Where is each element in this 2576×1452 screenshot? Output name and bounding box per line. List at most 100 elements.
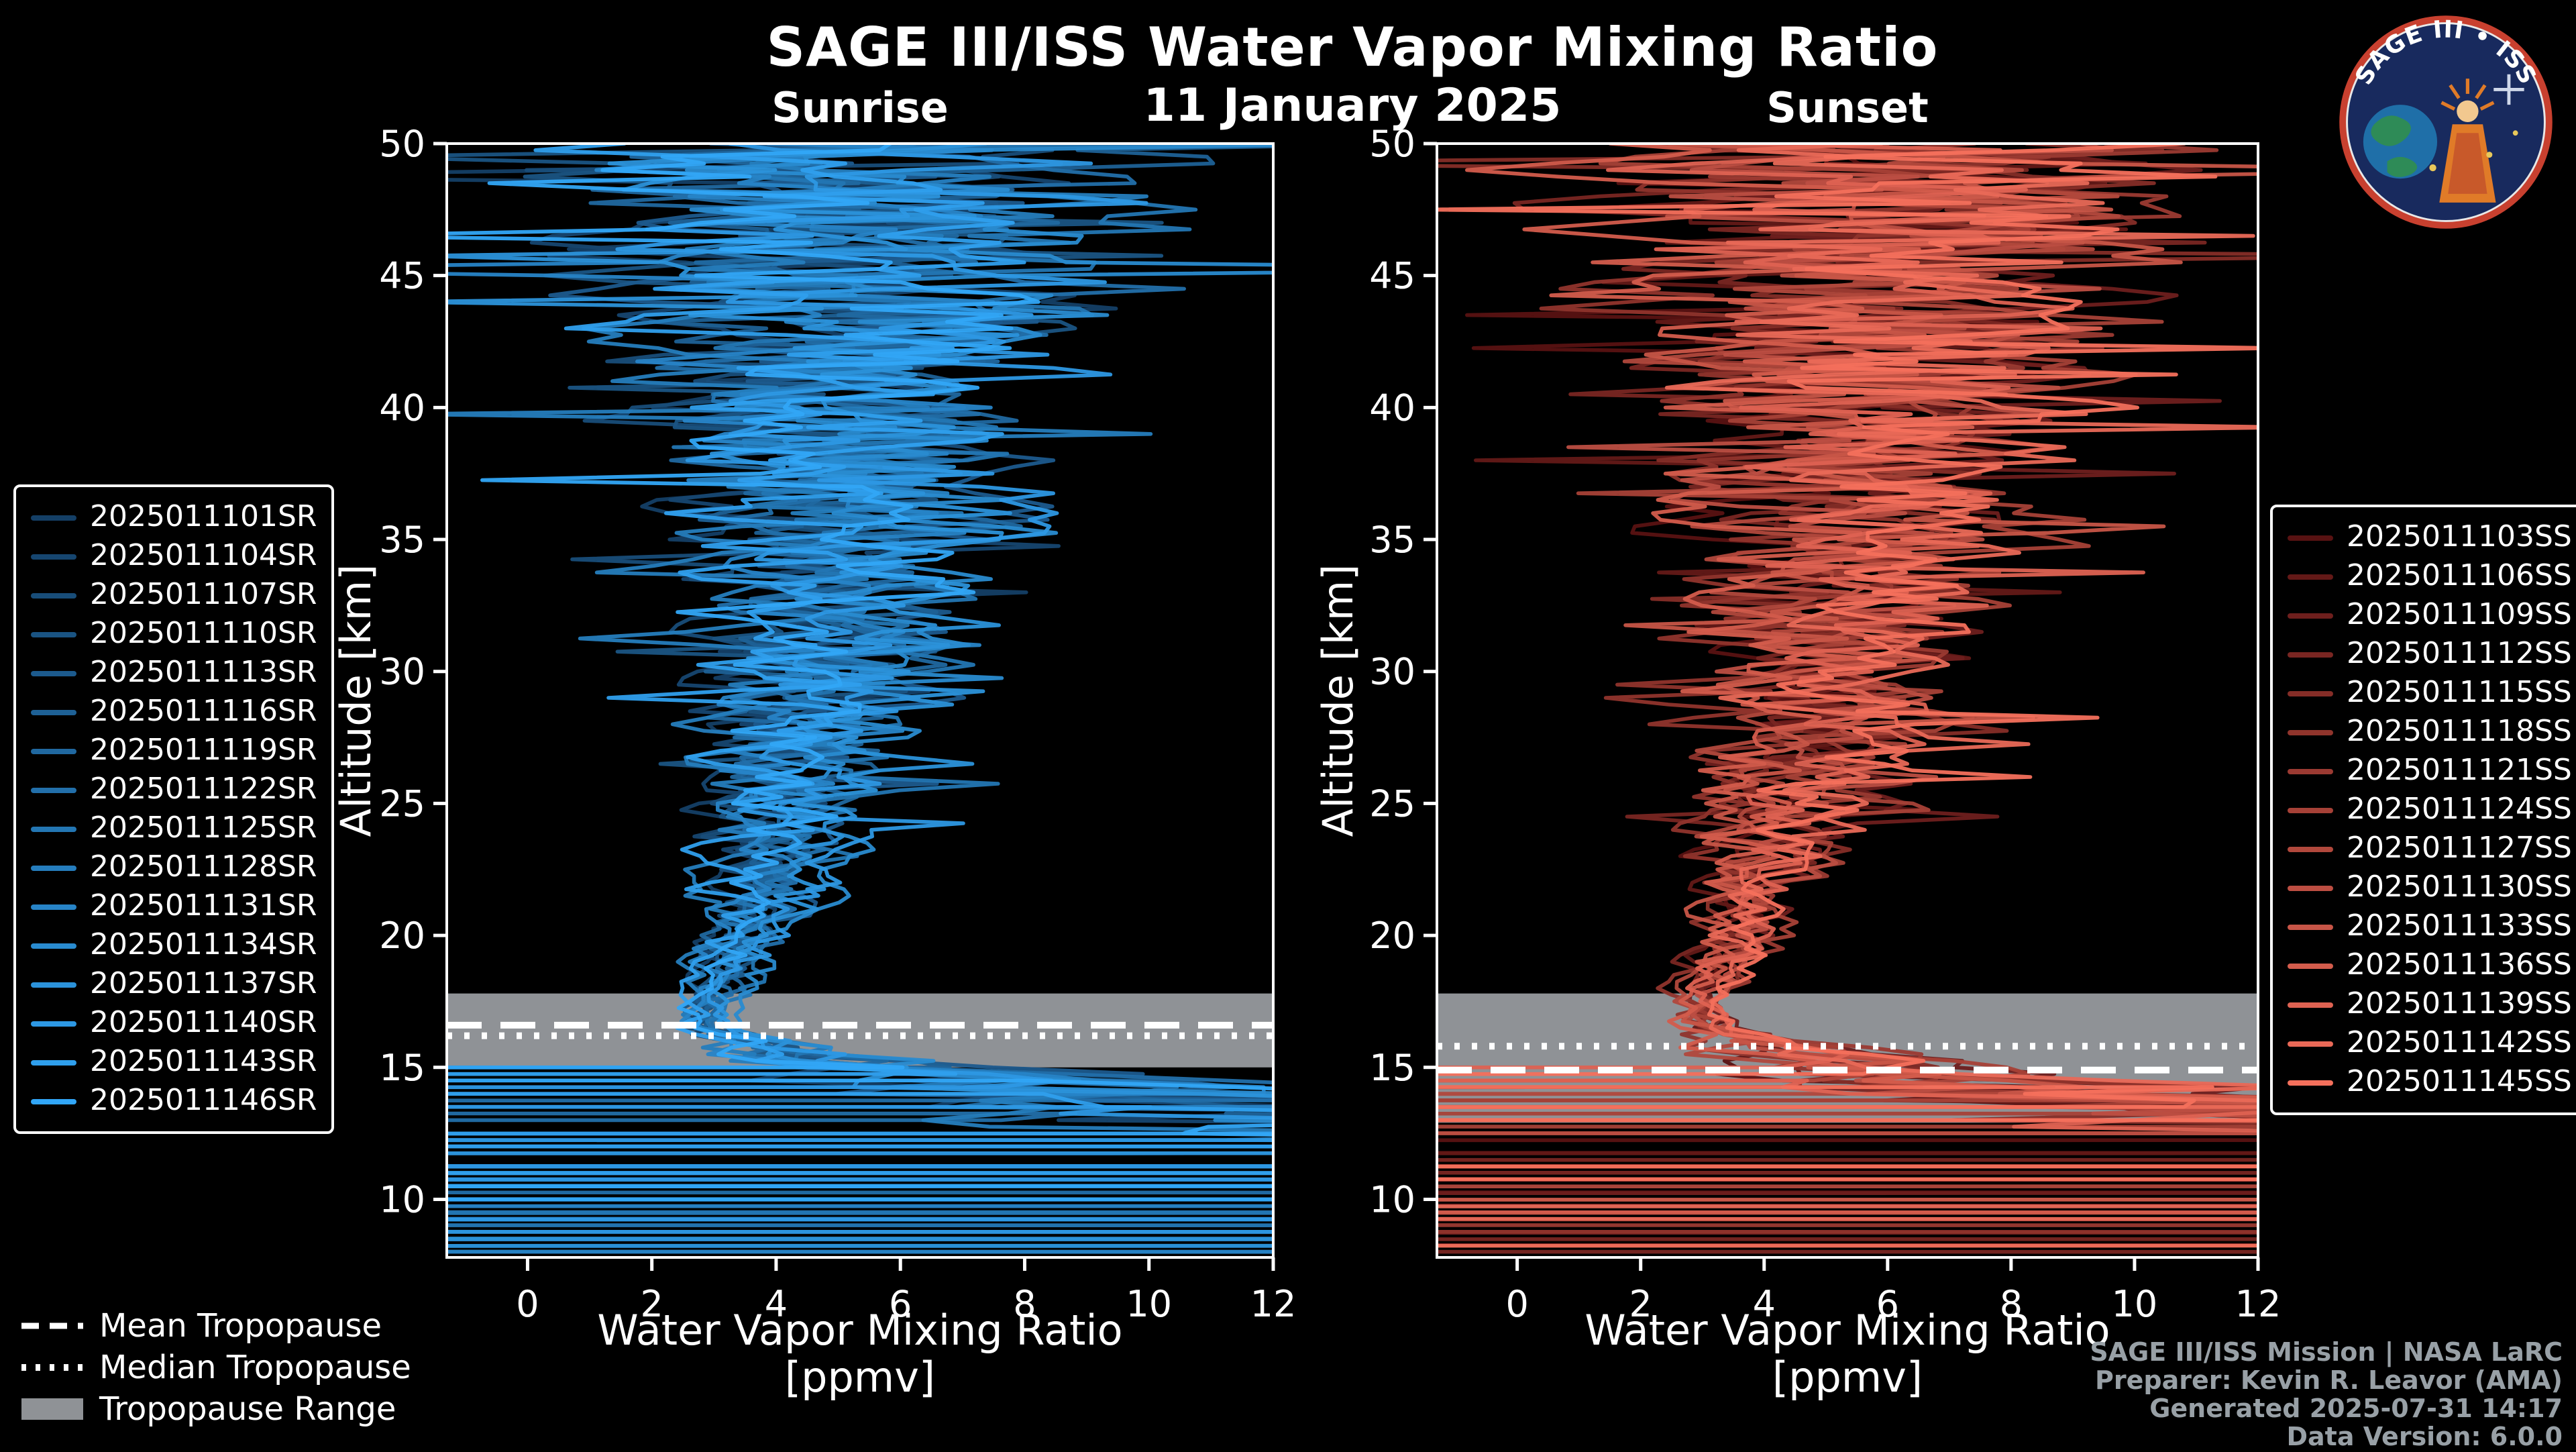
sunrise-legend: 2025011101SR 2025011104SR 2025011107SR 2025…	[13, 484, 335, 1134]
legend-item: 2025011121SS	[2288, 751, 2572, 790]
legend-item: 2025011107SR	[31, 576, 317, 615]
legend-line-swatch	[2288, 807, 2333, 813]
legend-item: 2025011115SS	[2288, 674, 2572, 713]
legend-line-swatch	[2288, 885, 2333, 890]
legend-item: 2025011145SS	[2288, 1063, 2572, 1102]
legend-label: 2025011116SR	[90, 695, 317, 729]
legend-item: 2025011134SR	[31, 926, 317, 965]
legend-label: 2025011140SR	[90, 1006, 317, 1040]
legend-line-swatch	[31, 1098, 76, 1104]
profile-line-2025011133SS	[1437, 144, 2258, 1123]
dotted-line-swatch	[21, 1363, 83, 1370]
legend-item: 2025011130SS	[2288, 868, 2572, 907]
legend-label: 2025011122SR	[90, 773, 317, 807]
legend-label: 2025011103SS	[2347, 521, 2572, 554]
y-tick-label: 10	[379, 1178, 425, 1221]
credit-line-mission: SAGE III/ISS Mission | NASA LaRC	[2090, 1338, 2563, 1367]
y-tick-label: 40	[1369, 386, 1415, 429]
x-tick-label: 12	[2235, 1283, 2282, 1325]
legend-line-swatch	[2288, 846, 2333, 851]
legend-line-swatch	[2288, 535, 2333, 540]
legend-label: 2025011130SS	[2347, 871, 2572, 904]
y-tick-label: 20	[1369, 915, 1415, 957]
sunset-plot: 0 2 4 6 8 10 12 10 15 20 25 30 35 40 45 50	[1369, 125, 2282, 1325]
sunrise-plot: 0 2 4 6 8 10 12 10 15 20 25 30 35 40 45 50	[379, 125, 1296, 1325]
legend-line-swatch	[31, 904, 76, 909]
legend-line-swatch	[2288, 690, 2333, 696]
y-tick-label: 15	[1369, 1047, 1415, 1089]
legend-line-swatch	[31, 709, 76, 715]
x-axis-units-sunrise: [ppmv]	[784, 1354, 936, 1402]
legend-label: 2025011101SR	[90, 501, 317, 534]
x-tick-label: 10	[1126, 1283, 1172, 1325]
legend-label: 2025011124SS	[2347, 793, 2572, 827]
legend-item: 2025011133SS	[2288, 907, 2572, 946]
legend-item: 2025011139SS	[2288, 985, 2572, 1024]
legend-label: 2025011110SR	[90, 617, 317, 651]
credit-line-version: Data Version: 6.0.0	[2286, 1422, 2563, 1452]
profile-line-2025011146SR	[447, 144, 1273, 1202]
x-tick-label: 2	[1629, 1283, 1652, 1325]
x-axis-label-sunrise: Water Vapor Mixing Ratio	[597, 1307, 1123, 1355]
y-tick-label: 35	[379, 519, 425, 561]
legend-item: 2025011127SS	[2288, 829, 2572, 868]
figure-date: 11 January 2025	[1143, 79, 1562, 133]
y-tick-label: 25	[1369, 782, 1415, 825]
tropopause-range-label: Tropopause Range	[99, 1390, 396, 1427]
legend-item: 2025011103SS	[2288, 518, 2572, 557]
y-tick-label: 25	[379, 782, 425, 825]
legend-line-swatch	[31, 826, 76, 831]
logo-earth-icon	[2363, 105, 2438, 179]
legend-item: 2025011112SS	[2288, 635, 2572, 674]
mean-tropopause-label: Mean Tropopause	[99, 1306, 382, 1344]
legend-item: 2025011122SR	[31, 770, 317, 809]
legend-label: 2025011146SR	[90, 1084, 317, 1118]
legend-item: 2025011118SS	[2288, 713, 2572, 751]
legend-label: 2025011113SR	[90, 656, 317, 690]
legend-line-swatch	[2288, 613, 2333, 618]
legend-line-swatch	[31, 554, 76, 559]
legend-label: 2025011133SS	[2347, 910, 2572, 943]
x-tick-label: 6	[889, 1283, 912, 1325]
legend-item: 2025011146SR	[31, 1082, 317, 1121]
sage-iss-logo: SAGE III • ISS	[2339, 15, 2553, 229]
legend-item: 2025011113SR	[31, 654, 317, 692]
y-tick-label: 30	[1369, 651, 1415, 693]
legend-line-swatch	[2288, 729, 2333, 735]
legend-label: 2025011121SS	[2347, 754, 2572, 788]
legend-item: 2025011143SR	[31, 1043, 317, 1082]
logo-planet-dots	[2429, 130, 2518, 172]
y-tick-label: 20	[379, 915, 425, 957]
dashed-line-swatch	[21, 1322, 83, 1329]
legend-line-swatch	[2288, 1041, 2333, 1046]
legend-line-swatch	[31, 787, 76, 792]
legend-label: 2025011109SS	[2347, 599, 2572, 632]
tropopause-legend-item-range: Tropopause Range	[19, 1388, 411, 1429]
panel-title-sunrise: Sunrise	[771, 85, 949, 133]
legend-item: 2025011109SS	[2288, 596, 2572, 635]
legend-line-swatch	[31, 670, 76, 676]
legend-item: 2025011140SR	[31, 1004, 317, 1043]
x-tick-label: 0	[516, 1283, 539, 1325]
legend-label: 2025011107SR	[90, 578, 317, 612]
x-tick-label: 6	[1876, 1283, 1899, 1325]
y-tick-label: 45	[379, 255, 425, 297]
legend-line-swatch	[31, 865, 76, 870]
figure-title: SAGE III/ISS Water Vapor Mixing Ratio	[766, 17, 1939, 79]
legend-item: 2025011131SR	[31, 887, 317, 926]
legend-label: 2025011112SS	[2347, 637, 2572, 671]
legend-label: 2025011131SR	[90, 890, 317, 923]
legend-label: 2025011134SR	[90, 929, 317, 962]
x-tick-label: 4	[1753, 1283, 1776, 1325]
legend-label: 2025011137SR	[90, 968, 317, 1001]
legend-label: 2025011136SS	[2347, 949, 2572, 982]
legend-line-swatch	[2288, 924, 2333, 929]
legend-line-swatch	[2288, 574, 2333, 579]
legend-item: 2025011116SR	[31, 692, 317, 731]
x-tick-label: 8	[2000, 1283, 2023, 1325]
tropopause-legend-item-median: Median Tropopause	[19, 1346, 411, 1388]
legend-label: 2025011106SS	[2347, 560, 2572, 593]
median-tropopause-label: Median Tropopause	[99, 1348, 411, 1386]
legend-label: 2025011118SS	[2347, 715, 2572, 749]
x-axis-units-sunset: [ppmv]	[1772, 1354, 1923, 1402]
